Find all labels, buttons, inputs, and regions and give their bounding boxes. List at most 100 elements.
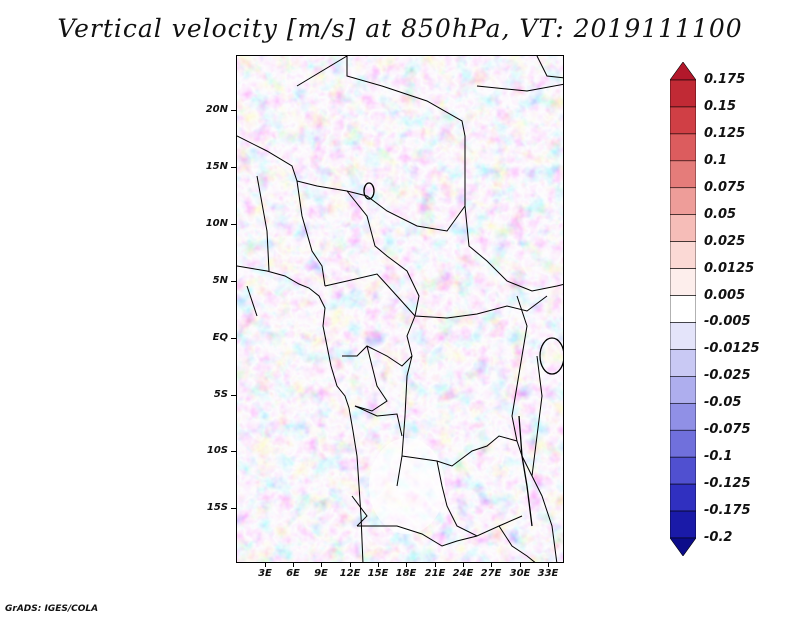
border-line — [351, 495, 368, 527]
lon-label-15e: 15E — [367, 568, 389, 579]
border-line — [246, 285, 258, 317]
velocity-field-map — [237, 56, 563, 562]
colorbar-level-label: 0.05 — [704, 206, 737, 222]
border-line — [354, 405, 403, 437]
lat-label-5n: 5N — [212, 275, 228, 286]
lon-label-3e: 3E — [258, 568, 272, 579]
colorbar-level-label: -0.0125 — [704, 341, 760, 357]
lat-label-15s: 15S — [206, 502, 228, 513]
coastline-west — [237, 265, 364, 562]
lat-tick — [231, 110, 236, 111]
colorbar-bin — [670, 322, 696, 350]
colorbar-bin — [670, 241, 696, 269]
border-line — [531, 355, 543, 477]
border-line — [357, 525, 478, 547]
colorbar-level-label: -0.05 — [704, 395, 742, 411]
colorbar-bin-top — [670, 62, 696, 81]
lon-tick — [350, 562, 351, 567]
border-line — [324, 273, 548, 319]
colorbar-bin — [670, 349, 696, 377]
colorbar-level-label: -0.2 — [704, 530, 733, 545]
lon-tick — [491, 562, 492, 567]
lon-tick — [293, 562, 294, 567]
lat-label-15n: 15N — [205, 161, 228, 172]
border-line — [511, 295, 528, 457]
lon-tick — [321, 562, 322, 567]
colorbar-bin — [670, 187, 696, 216]
lon-label-33e: 33E — [537, 568, 559, 579]
lakes — [363, 182, 563, 527]
colorbar-level-label: -0.005 — [704, 314, 751, 330]
colorbar-level-label: -0.075 — [704, 422, 751, 438]
colorbar-level-label: 0.15 — [704, 98, 737, 114]
border-line — [521, 455, 558, 562]
lon-tick — [435, 562, 436, 567]
lat-label-eq: EQ — [212, 332, 228, 343]
map-title: Vertical velocity [m/s] at 850hPa, VT: 2… — [57, 14, 743, 43]
lat-label-10n: 10N — [205, 218, 228, 229]
colorbar-bin — [670, 295, 696, 323]
border-line — [346, 190, 420, 317]
colorbar-bin — [670, 160, 696, 189]
lat-label-10s: 10S — [206, 445, 228, 456]
colorbar-level-label: 0.005 — [704, 287, 746, 303]
border-line — [256, 175, 270, 272]
border-line — [476, 83, 563, 92]
colorbar-bin — [670, 268, 696, 296]
country-borders — [237, 56, 563, 562]
lat-tick — [231, 338, 236, 339]
colorbar-level-label: 0.1 — [704, 152, 728, 168]
lon-label-30e: 30E — [509, 568, 531, 579]
colorbar-level-label: 0.125 — [704, 125, 746, 141]
colorbar-bin — [670, 133, 696, 162]
colorbar-bin — [670, 510, 696, 539]
lon-tick — [463, 562, 464, 567]
lake-chad — [363, 182, 375, 200]
colorbar-level-label: -0.025 — [704, 368, 751, 384]
colorbar-level-label: 0.0125 — [704, 260, 755, 276]
lake-victoria — [539, 337, 563, 375]
lon-tick — [520, 562, 521, 567]
lon-label-12e: 12E — [339, 568, 361, 579]
lon-label-27e: 27E — [480, 568, 502, 579]
lon-label-21e: 21E — [424, 568, 446, 579]
colorbar-bin — [670, 456, 696, 485]
colorbar-level-label: -0.175 — [704, 503, 751, 519]
colorbar-level-label: 0.175 — [704, 72, 746, 87]
border-line — [342, 315, 416, 367]
colorbar-level-label: 0.025 — [704, 233, 746, 249]
colorbar-bin — [670, 214, 696, 242]
lat-label-20n: 20N — [205, 104, 228, 115]
lat-tick — [231, 451, 236, 452]
map-plot-area — [236, 55, 564, 563]
colorbar-bin — [670, 429, 696, 458]
colorbar-bin — [670, 376, 696, 404]
border-line — [396, 355, 413, 487]
border-line — [464, 205, 563, 292]
border-line — [346, 56, 466, 206]
colorbar-level-label: 0.075 — [704, 179, 746, 195]
lat-tick — [231, 508, 236, 509]
border-line — [296, 56, 348, 87]
lat-tick — [231, 224, 236, 225]
lon-tick — [265, 562, 266, 567]
lon-label-24e: 24E — [452, 568, 474, 579]
border-line — [354, 345, 388, 412]
lat-tick — [231, 395, 236, 396]
lat-label-5s: 5S — [213, 389, 228, 400]
lake-tanganyika — [518, 415, 528, 487]
colorbar-level-label: -0.1 — [704, 449, 733, 465]
calm-region — [369, 438, 445, 534]
colorbar-bin-bottom — [670, 537, 696, 556]
colorbar-bin — [670, 402, 696, 431]
lake-malawi — [526, 485, 533, 527]
lon-label-6e: 6E — [286, 568, 300, 579]
colorbar-bin — [670, 79, 696, 108]
lon-label-9e: 9E — [314, 568, 328, 579]
lat-tick — [231, 167, 236, 168]
border-line — [296, 180, 326, 287]
border-line — [498, 525, 536, 562]
colorbar — [670, 62, 696, 556]
border-line — [536, 56, 563, 79]
lon-tick — [548, 562, 549, 567]
